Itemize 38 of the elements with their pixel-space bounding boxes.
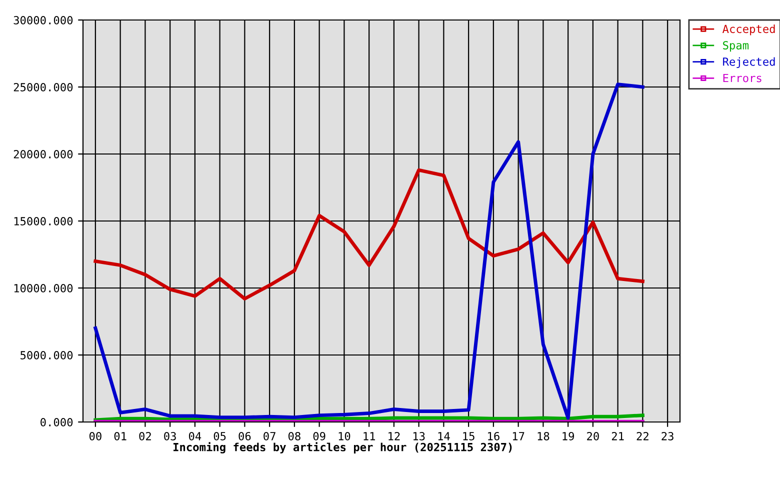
x-tick-label: 14 <box>438 432 450 440</box>
x-tick-label: 12 <box>388 432 400 440</box>
x-tick-label: 11 <box>364 432 375 440</box>
x-tick-label: 03 <box>164 432 176 440</box>
x-tick-label: 23 <box>662 432 674 440</box>
line-series <box>94 82 644 420</box>
x-tick-label: 08 <box>288 432 300 440</box>
legend-label: Errors <box>723 74 762 82</box>
x-tick-label: 09 <box>313 432 326 440</box>
x-tick-label: 02 <box>139 432 151 440</box>
x-tick-label: 16 <box>488 432 500 440</box>
y-tick-label: 0.000 <box>40 418 73 426</box>
x-tick-label: 01 <box>114 432 126 440</box>
x-axis-title: Incoming feeds by articles per hour (20251115 2307) <box>173 442 512 454</box>
y-tick-label: 5000.000 <box>20 351 73 360</box>
line-series <box>94 168 644 300</box>
legend-label: Rejected <box>723 57 775 68</box>
x-tick-label: 13 <box>413 432 425 440</box>
x-tick-label: 18 <box>538 432 550 440</box>
legend-label: Spam <box>723 41 749 52</box>
y-tick-label: 20000.000 <box>14 150 73 158</box>
x-tick-label: 04 <box>188 432 202 440</box>
x-tick-label: 00 <box>89 432 102 440</box>
x-tick-label: 17 <box>512 432 524 440</box>
y-tick-label: 15000.000 <box>14 217 73 226</box>
x-tick-label: 06 <box>238 432 251 440</box>
x-tick-label: 22 <box>636 432 648 440</box>
x-tick-label: 07 <box>264 432 276 440</box>
x-tick-label: 15 <box>463 432 474 440</box>
legend-label: Accepted <box>722 24 775 36</box>
x-tick-label: 05 <box>214 432 226 440</box>
y-tick-label: 30000.000 <box>14 16 73 24</box>
x-tick-label: 10 <box>338 432 350 440</box>
x-tick-label: 21 <box>612 432 624 440</box>
y-tick-label: 25000.000 <box>14 83 73 92</box>
x-tick-label: 19 <box>562 432 574 440</box>
y-tick-label: 10000.000 <box>14 284 73 292</box>
x-tick-label: 20 <box>587 432 599 440</box>
